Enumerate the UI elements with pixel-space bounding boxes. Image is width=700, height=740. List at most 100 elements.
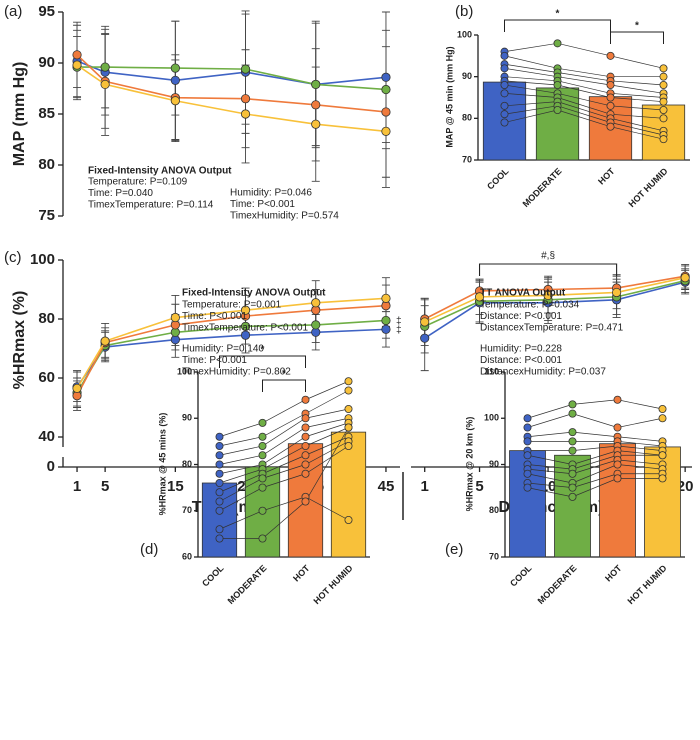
data-point: [311, 298, 321, 308]
subject-line: [504, 76, 664, 98]
data-point: [311, 320, 321, 330]
subject-point: [568, 409, 577, 418]
subject-point: [500, 118, 509, 127]
y-tick-label: 80: [38, 156, 55, 173]
subject-point: [301, 395, 310, 404]
subject-point: [568, 492, 577, 501]
data-point: [100, 62, 110, 72]
subject-line: [504, 109, 664, 140]
bar: [644, 446, 681, 558]
note-line: Distance: P<0.001: [480, 311, 562, 322]
subject-point: [613, 460, 622, 469]
category-label: HOT HUMID: [311, 563, 354, 606]
bracket: [478, 263, 618, 276]
bracket: [610, 31, 664, 44]
y-tick-label: 80: [489, 505, 499, 515]
data-point: [240, 305, 251, 315]
subject-point: [344, 423, 353, 432]
subject-point: [553, 81, 562, 90]
data-point: [474, 292, 485, 302]
y-tick-label: 60: [38, 369, 55, 386]
y-tick-label: 100: [457, 29, 472, 39]
subject-point: [301, 460, 310, 469]
note-line: TimexTemperature: P<0.001: [182, 323, 309, 334]
subject-point: [568, 428, 577, 437]
data-point: [240, 321, 251, 331]
subject-line: [219, 427, 349, 484]
subject-point: [568, 437, 577, 446]
note-line: Time: P<0.001: [182, 311, 247, 322]
subject-point: [659, 114, 668, 123]
subject-point: [606, 51, 615, 60]
data-point: [381, 84, 391, 95]
panel-label: (a): [4, 3, 22, 20]
subject-point: [658, 451, 667, 460]
subject-point: [568, 469, 577, 478]
subject-line: [219, 408, 349, 456]
panel-label: (b): [455, 3, 473, 20]
bar: [330, 431, 367, 558]
subject-point: [553, 106, 562, 115]
data-point: [240, 330, 251, 340]
subject-line: [504, 80, 664, 103]
subject-line: [219, 436, 349, 493]
subject-point: [215, 432, 224, 441]
note-title: Fixed-Intensity ANOVA Output: [88, 166, 232, 177]
note-line: Time: P=0.040: [88, 188, 153, 199]
data-point: [170, 96, 180, 106]
subject-point: [258, 441, 267, 450]
subject-point: [553, 39, 562, 48]
subject-line: [219, 445, 349, 512]
category-label: HOT: [291, 563, 312, 584]
y-tick-label: 70: [182, 505, 192, 515]
subject-point: [215, 534, 224, 543]
data-point: [543, 290, 553, 300]
data-point: [100, 336, 110, 346]
data-point: [680, 273, 690, 283]
subject-point: [344, 516, 353, 525]
subject-point: [606, 101, 615, 110]
note-line: TimexHumidity: P=0.574: [230, 211, 339, 222]
subject-line: [219, 496, 349, 530]
subject-point: [500, 51, 509, 60]
note-line: Humidity: P=0.046: [230, 188, 312, 199]
note-line: Distance: P<0.001: [480, 355, 562, 366]
y-tick-label: 90: [489, 459, 499, 469]
subject-point: [500, 89, 509, 98]
data-point: [381, 324, 391, 334]
subject-point: [606, 93, 615, 102]
x-tick-label: 5: [475, 478, 483, 495]
data-point: [240, 109, 251, 119]
subject-point: [659, 135, 668, 144]
subject-point: [523, 423, 532, 432]
subject-point: [301, 451, 310, 460]
note-line: Time: P<0.001: [182, 355, 247, 366]
data-point: [170, 63, 180, 73]
subject-point: [258, 418, 267, 427]
subject-line: [504, 92, 664, 119]
subject-point: [613, 423, 622, 432]
y-axis-label: %HRmax @ 20 km (%): [464, 417, 474, 512]
subject-line: [504, 101, 664, 132]
note-line: Temperature: P=0.109: [88, 177, 188, 188]
data-point: [72, 60, 82, 70]
panel-label: (d): [140, 541, 158, 558]
subject-line: [504, 55, 664, 78]
subject-point: [301, 414, 310, 423]
data-point: [381, 315, 391, 326]
subject-line: [504, 42, 664, 69]
subject-point: [568, 483, 577, 492]
note-line: Temperature: P=0.001: [182, 300, 282, 311]
x-tick-label: 20: [677, 478, 694, 495]
data-point: [72, 383, 82, 393]
subject-line: [219, 422, 349, 475]
data-point: [311, 100, 321, 110]
subject-line: [219, 380, 349, 438]
subject-line: [219, 390, 349, 447]
subject-point: [658, 474, 667, 483]
subject-point: [215, 460, 224, 469]
subject-point: [344, 441, 353, 450]
series-line: [76, 64, 387, 133]
y-tick-label: 90: [38, 54, 55, 71]
data-point: [381, 107, 391, 117]
